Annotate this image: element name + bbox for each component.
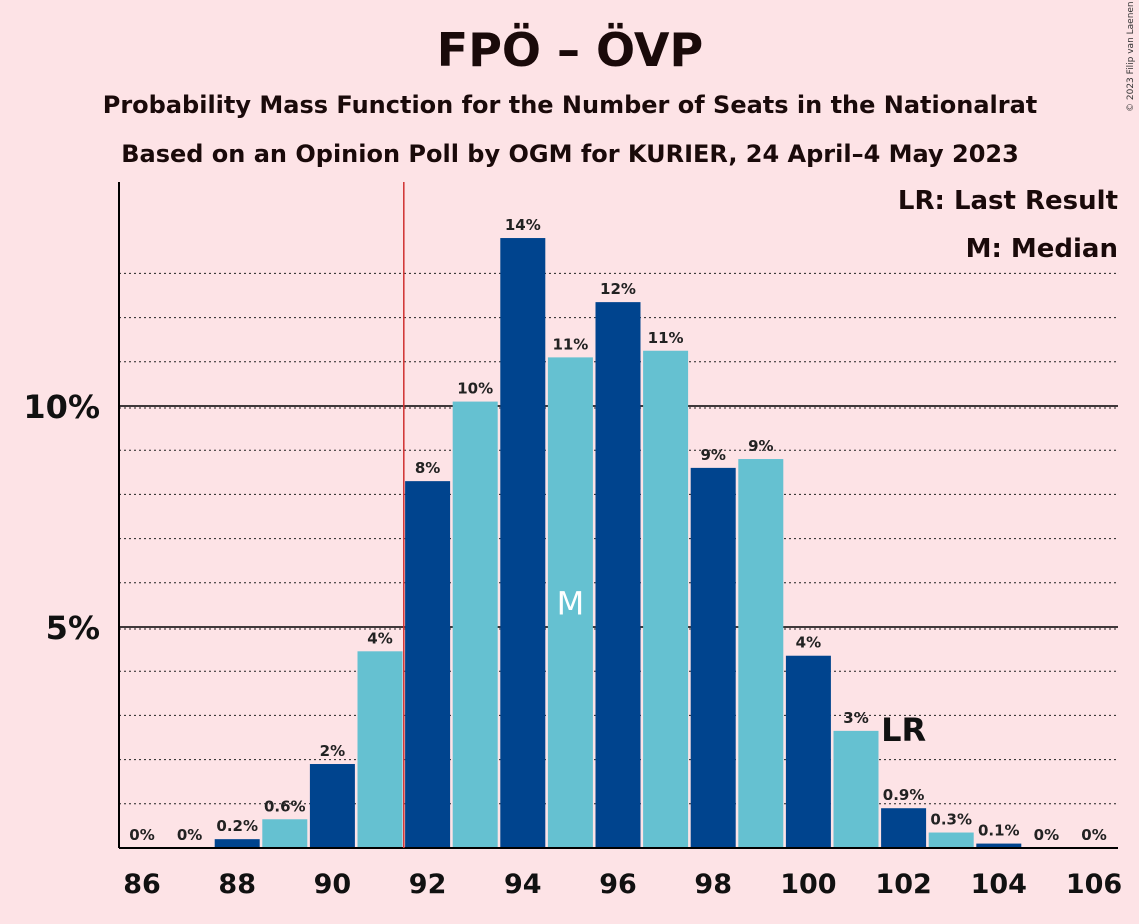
bar-89 (262, 819, 308, 848)
y-tick-label-5: 5% (46, 609, 100, 647)
bar-value-label-99: 9% (748, 437, 773, 455)
last-result-marker: LR (881, 711, 926, 749)
bar-value-label-91: 4% (367, 629, 392, 647)
x-tick-label-86: 86 (123, 869, 161, 900)
bar-97 (643, 350, 689, 848)
x-tick-label-100: 100 (780, 869, 836, 900)
bar-value-label-87: 0% (177, 826, 202, 844)
chart-subtitle-line2: Based on an Opinion Poll by OGM for KURI… (121, 140, 1019, 168)
x-tick-label-90: 90 (314, 869, 352, 900)
bar-91 (357, 651, 403, 848)
x-tick-label-94: 94 (504, 869, 542, 900)
bar-100 (785, 655, 831, 848)
bar-value-label-95: 11% (552, 335, 588, 353)
bars (214, 238, 1022, 849)
bar-104 (976, 843, 1022, 848)
bar-102 (881, 808, 927, 848)
bar-value-label-101: 3% (843, 709, 868, 727)
bar-94 (500, 238, 546, 849)
axes: 86 88 90 92 94 96 98 100 102 104 106 5% 10% (23, 182, 1122, 900)
y-tick-label-10: 10% (23, 388, 100, 426)
bar-value-label-90: 2% (320, 742, 345, 760)
x-tick-label-98: 98 (694, 869, 732, 900)
x-tick-label-92: 92 (409, 869, 447, 900)
bar-93 (452, 401, 498, 848)
bar-value-label-93: 10% (457, 380, 493, 398)
x-tick-label-96: 96 (599, 869, 637, 900)
bar-value-label-104: 0.1% (978, 822, 1020, 840)
bar-99 (738, 459, 784, 848)
bar-value-label-102: 0.9% (883, 786, 925, 804)
markers: M LR (403, 182, 926, 848)
x-tick-label-88: 88 (218, 869, 256, 900)
bar-value-label-96: 12% (600, 280, 636, 298)
median-marker: M (557, 585, 585, 623)
bar-90 (309, 764, 355, 848)
chart-title: FPÖ – ÖVP (437, 23, 703, 77)
copyright-text: © 2023 Filip van Laenen (1126, 1, 1136, 112)
legend-last-result: LR: Last Result (898, 186, 1118, 216)
bar-labels: 0% 0% 0.2% 0.6% 2% 4% 8% 10% 14% 11% 12% 11% 9% 9% 4% 3… (129, 216, 1106, 844)
bar-98 (690, 467, 736, 848)
bar-value-label-92: 8% (415, 459, 440, 477)
bar-101 (833, 730, 879, 848)
bar-103 (928, 832, 974, 848)
bar-88 (214, 839, 260, 848)
bar-92 (405, 481, 451, 848)
bar-value-label-88: 0.2% (216, 817, 258, 835)
bar-value-label-86: 0% (129, 826, 154, 844)
bar-96 (595, 302, 641, 848)
x-tick-label-102: 102 (875, 869, 931, 900)
chart-subtitle-line1: Probability Mass Function for the Number… (103, 91, 1038, 119)
bar-value-label-103: 0.3% (930, 811, 972, 829)
bar-value-label-105: 0% (1034, 826, 1059, 844)
bar-value-label-94: 14% (505, 216, 541, 234)
legend-median: M: Median (966, 234, 1118, 264)
bar-value-label-100: 4% (796, 634, 821, 652)
bar-value-label-89: 0.6% (264, 797, 306, 815)
x-tick-label-106: 106 (1066, 869, 1122, 900)
x-tick-label-104: 104 (971, 869, 1027, 900)
bar-value-label-98: 9% (700, 446, 725, 464)
bar-value-label-97: 11% (648, 329, 684, 347)
bar-95 (547, 357, 593, 848)
bar-value-label-106: 0% (1081, 826, 1106, 844)
